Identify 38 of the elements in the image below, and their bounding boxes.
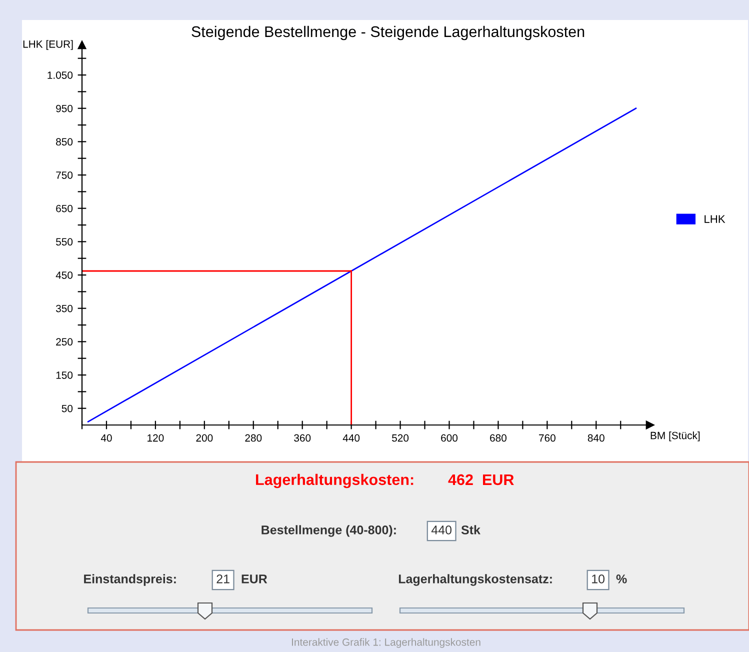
text: % — [616, 574, 627, 584]
x-tick-label: 440 — [342, 434, 360, 442]
y-tick-label: 250 — [56, 338, 73, 346]
chart-title: Steigende Bestellmenge - Steigende Lagerhaltungskosten — [192, 26, 584, 40]
text: Interaktive Grafik 1: Lagerhaltungskosten — [292, 638, 480, 648]
y-tick-label: 350 — [56, 304, 73, 312]
x-tick-label: 680 — [490, 434, 506, 442]
text: Bestellmenge (40-800): — [262, 525, 396, 537]
x-tick-label: 360 — [294, 434, 311, 442]
text: Lagerhaltungskostensatz: — [398, 574, 552, 586]
text: Stk — [461, 525, 480, 534]
y-axis-title: LHK [EUR] — [23, 40, 73, 50]
y-tick-label: 950 — [56, 104, 73, 112]
text: EUR — [242, 574, 268, 584]
y-tick-label: 150 — [56, 372, 73, 379]
legend-label: LHK — [704, 215, 726, 223]
text: 21 — [216, 574, 230, 584]
y-tick-label: 750 — [56, 172, 73, 179]
x-tick-label: 120 — [148, 434, 164, 442]
text: Lagerhaltungskosten: — [256, 474, 414, 488]
text: 462 EUR — [448, 474, 514, 486]
y-tick-label: 650 — [56, 204, 73, 212]
x-tick-label: 760 — [539, 434, 556, 442]
text: Einstandspreis: — [84, 574, 176, 586]
y-tick-label: 50 — [62, 404, 73, 412]
x-axis-title: BM [Stück] — [650, 432, 700, 442]
x-tick-label: 40 — [100, 434, 112, 442]
y-tick-label: 850 — [56, 138, 73, 146]
x-tick-label: 600 — [441, 434, 458, 442]
y-tick-label: 550 — [56, 238, 73, 246]
text: 10 — [592, 574, 605, 584]
y-tick-label: 1.050 — [48, 72, 73, 79]
x-tick-label: 520 — [392, 434, 409, 442]
x-tick-label: 280 — [245, 434, 262, 442]
y-tick-label: 450 — [56, 272, 73, 279]
x-tick-label: 840 — [588, 434, 604, 442]
x-tick-label: 200 — [196, 434, 213, 442]
text: 440 — [431, 526, 452, 534]
